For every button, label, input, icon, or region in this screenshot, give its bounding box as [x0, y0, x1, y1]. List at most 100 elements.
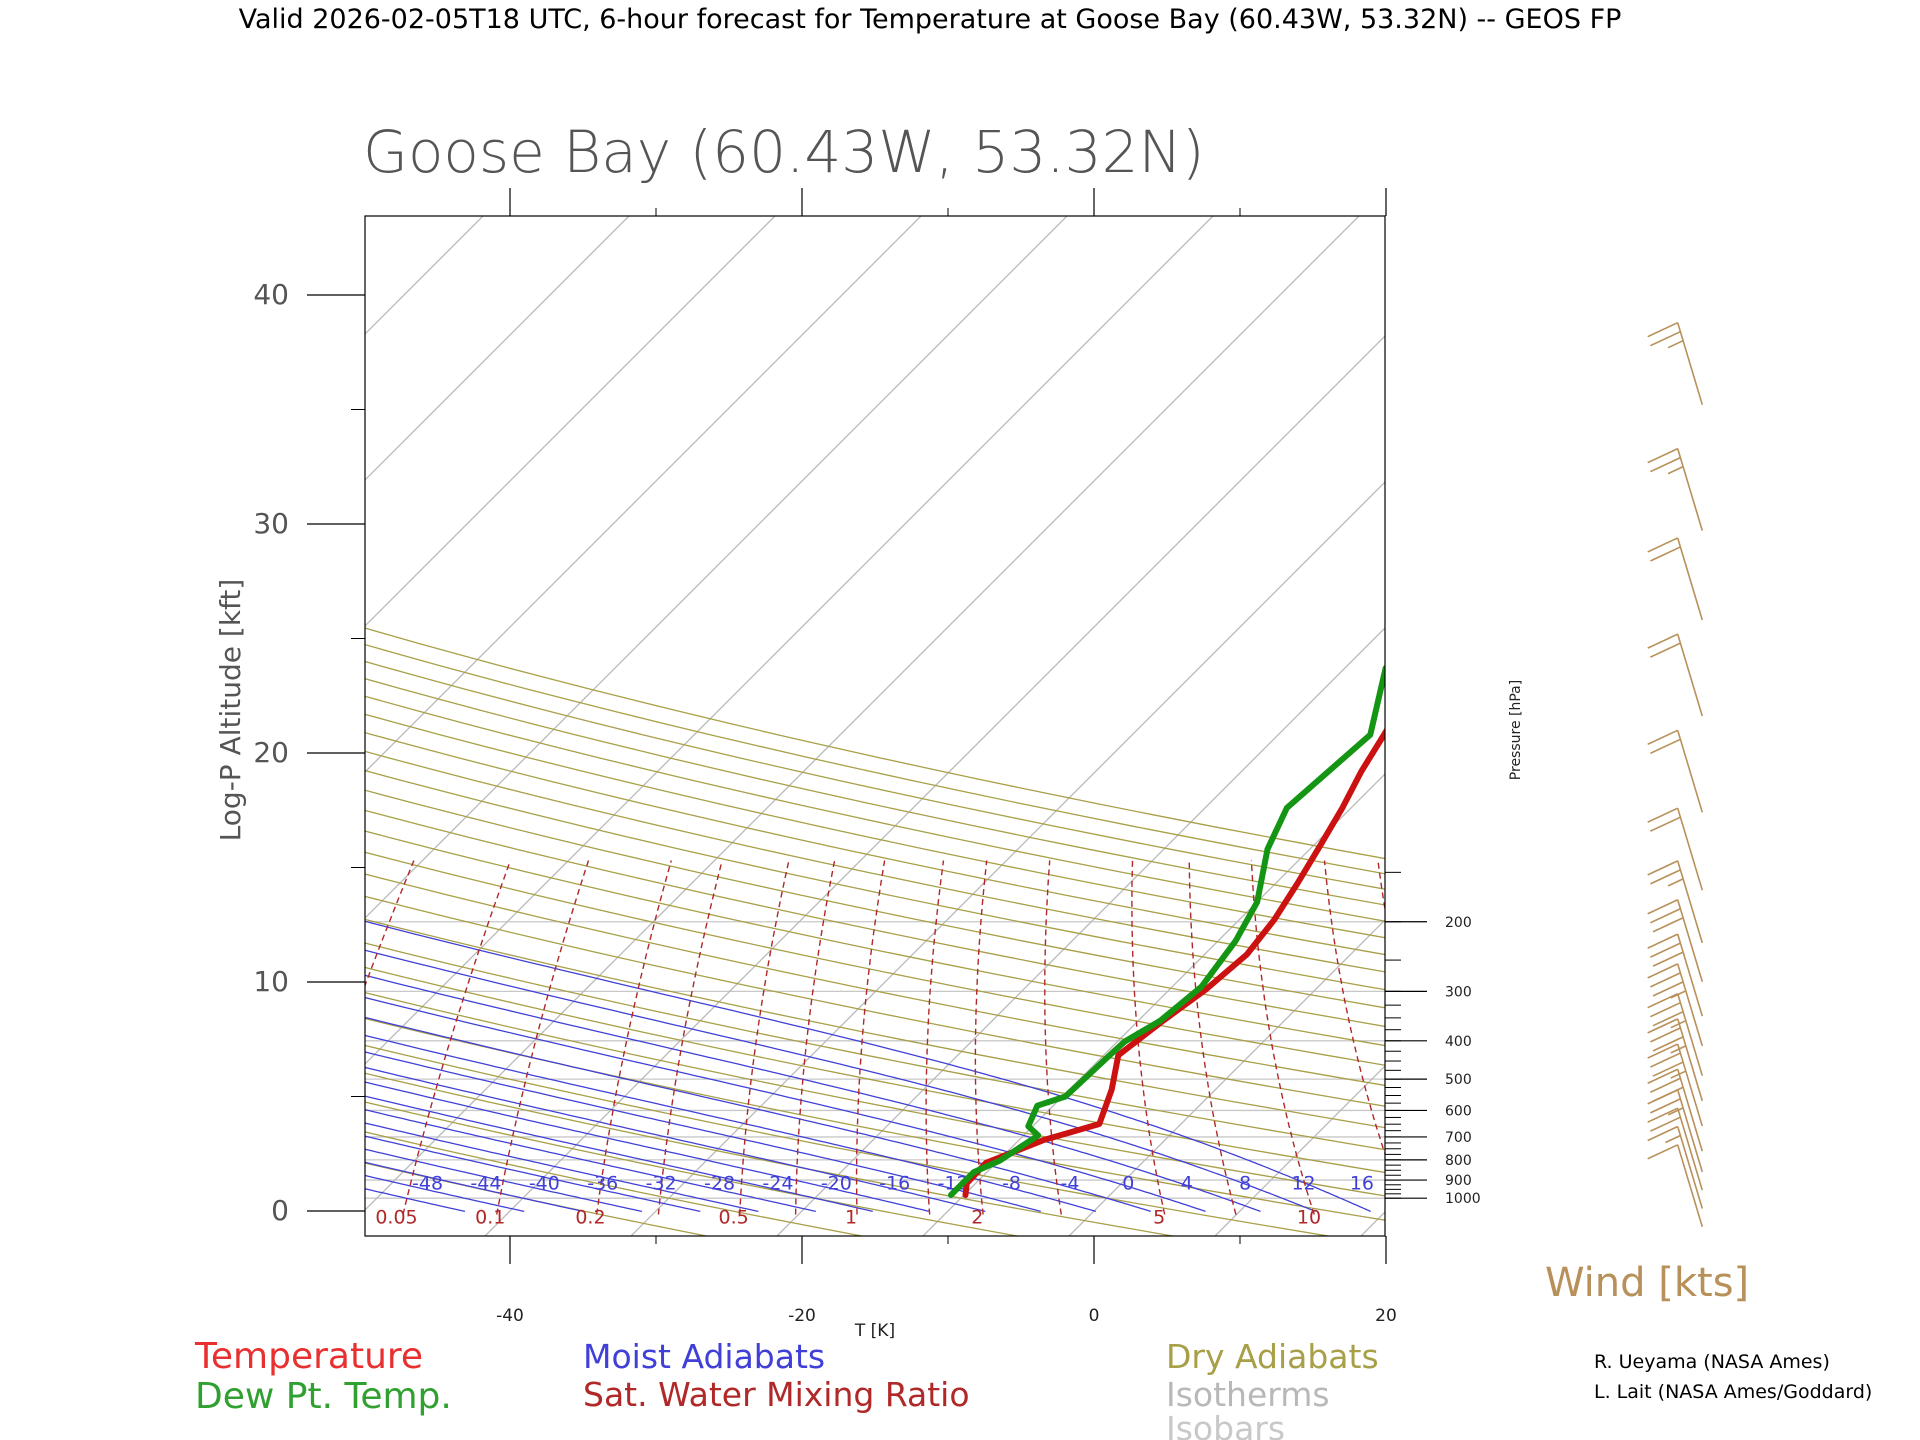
moist-adiabat-line: [639, 1197, 701, 1213]
series-line: [947, 664, 1385, 1198]
moist-adiabat-line: [365, 1095, 815, 1199]
wind-label: Wind [kts]: [1545, 1260, 1749, 1306]
x-tick-label: 20: [1375, 1306, 1397, 1326]
page-header: Valid 2026-02-05T18 UTC, 6-hour forecast…: [239, 4, 1622, 35]
wind-barbs: [1647, 321, 1704, 1228]
isotherm-line: [0, 215, 338, 1239]
moist-adiabat-label: 16: [1350, 1173, 1374, 1195]
x-tick-label: -20: [788, 1306, 816, 1326]
pressure-label: 400: [1445, 1034, 1472, 1050]
isotherm-line: [365, 216, 1360, 1211]
moist-adiabat-label: -16: [879, 1173, 910, 1195]
x-tick-label: 0: [1089, 1306, 1100, 1326]
dry-adiabat-line: [365, 750, 1385, 973]
mixing-ratio-line: [402, 860, 512, 1215]
mixing-ratio-line: [657, 860, 723, 1215]
moist-adiabat-line: [0, 867, 215, 1215]
mixing-ratio-label: 10: [1297, 1207, 1321, 1229]
moist-adiabat-line: [0, 867, 39, 1215]
dry-adiabat-line: [365, 713, 1385, 939]
moist-adiabat-line: [365, 1016, 1107, 1199]
plot-border: [364, 215, 1386, 1237]
moist-adiabat-label: -20: [821, 1173, 852, 1195]
moist-adiabat-label: 12: [1291, 1173, 1315, 1195]
credit-line-2: L. Lait (NASA Ames/Goddard): [1594, 1381, 1872, 1403]
wind-barb: [1647, 633, 1704, 717]
moist-adiabat-line: [814, 1197, 873, 1213]
moist-adiabat-line: [365, 974, 1224, 1199]
wind-barb: [1647, 807, 1704, 891]
mixing-ratio-line: [974, 860, 988, 1215]
legend-mixing-ratio: Sat. Water Mixing Ratio: [583, 1375, 970, 1414]
pressure-label: 900: [1445, 1173, 1472, 1189]
mixing-ratio-line: [739, 860, 790, 1215]
moist-adiabat-line: [365, 920, 1341, 1199]
moist-adiabat-line: [1048, 1197, 1097, 1213]
moist-adiabat-label: -44: [470, 1173, 501, 1195]
wind-barb: [1647, 537, 1704, 621]
background-line-labels: -48 -44 -40 -36 -32 -28 -24 -20 -16 -12 -8 -4 0 4 8 12 1…: [375, 1173, 1374, 1229]
mixing-ratio-label: 0.5: [719, 1207, 749, 1229]
pressure-label: 200: [1445, 915, 1472, 931]
dry-adiabat-line: [365, 731, 1385, 956]
moist-adiabat-line: [0, 867, 273, 1215]
y-tick-label: 0: [271, 1194, 289, 1227]
moist-adiabat-line: [0, 867, 156, 1215]
y-axis-label: Log-P Altitude [kft]: [214, 579, 247, 842]
isotherm-line: [365, 216, 776, 627]
isotherm-line: [0, 215, 46, 1239]
mixing-ratio-line: [1131, 860, 1166, 1215]
isotherm-line: [1505, 215, 1920, 1239]
moist-adiabat-label: -36: [587, 1173, 618, 1195]
isotherm-line: [776, 627, 1385, 1236]
pressure-label: 600: [1445, 1103, 1472, 1119]
skewt-background-lines: [0, 215, 1920, 1239]
series-line: [962, 727, 1385, 1198]
x-tick-label: -40: [496, 1306, 524, 1326]
moist-adiabat-line: [756, 1197, 816, 1213]
moist-adiabat-line: [1106, 1197, 1151, 1213]
moist-adiabat-label: -8: [1002, 1173, 1021, 1195]
mixing-ratio-line: [496, 860, 590, 1215]
moist-adiabat-line: [989, 1197, 1041, 1213]
moist-adiabat-line: [1165, 1197, 1206, 1213]
moist-adiabat-label: 8: [1239, 1173, 1251, 1195]
isotherm-line: [1214, 1065, 1385, 1236]
mixing-ratio-line: [855, 860, 886, 1215]
dry-adiabat-line: [365, 643, 1385, 875]
plot-frame: [364, 215, 1386, 1237]
dry-adiabat-line: [365, 1044, 1333, 1236]
moist-adiabat-line: [365, 1108, 757, 1199]
dry-adiabat-line: [365, 873, 1385, 1087]
moist-adiabat-label: -4: [1060, 1173, 1079, 1195]
dry-adiabat-line: [365, 678, 1385, 906]
dry-adiabat-line: [365, 695, 1385, 922]
mixing-ratio-line: [1323, 860, 1385, 1156]
legend: Temperature Moist Adiabats Dry Adiabats …: [194, 1336, 1379, 1440]
moist-adiabat-line: [522, 1197, 584, 1213]
dry-adiabat-line: [365, 851, 1385, 1066]
mixing-ratio-label: 5: [1153, 1207, 1165, 1229]
wind-barb: [1647, 1107, 1704, 1191]
moist-adiabat-line: [365, 1161, 523, 1199]
wind-barb: [1647, 1125, 1704, 1209]
mixing-ratio-label: 0.05: [375, 1207, 417, 1229]
y-tick-label: 40: [253, 278, 289, 311]
mixing-ratio-line: [925, 860, 945, 1215]
moist-adiabat-label: -48: [412, 1173, 443, 1195]
isotherm-line: [1360, 1211, 1385, 1236]
dry-adiabat-line: [365, 895, 1385, 1107]
dry-adiabat-line: [365, 660, 1385, 890]
moist-adiabat-line: [0, 867, 98, 1215]
sounding-traces: [947, 664, 1385, 1198]
moist-adiabat-line: [365, 949, 1283, 1199]
moist-adiabat-line: [365, 1051, 991, 1199]
mixing-ratio-label: 2: [971, 1207, 983, 1229]
isotherm-line: [922, 773, 1385, 1236]
mixing-ratio-line: [365, 860, 415, 988]
wind-barb: [1647, 992, 1704, 1076]
wind-barb: [1647, 899, 1704, 983]
mixing-ratio-line: [794, 860, 836, 1215]
dry-adiabat-line: [365, 769, 1385, 991]
